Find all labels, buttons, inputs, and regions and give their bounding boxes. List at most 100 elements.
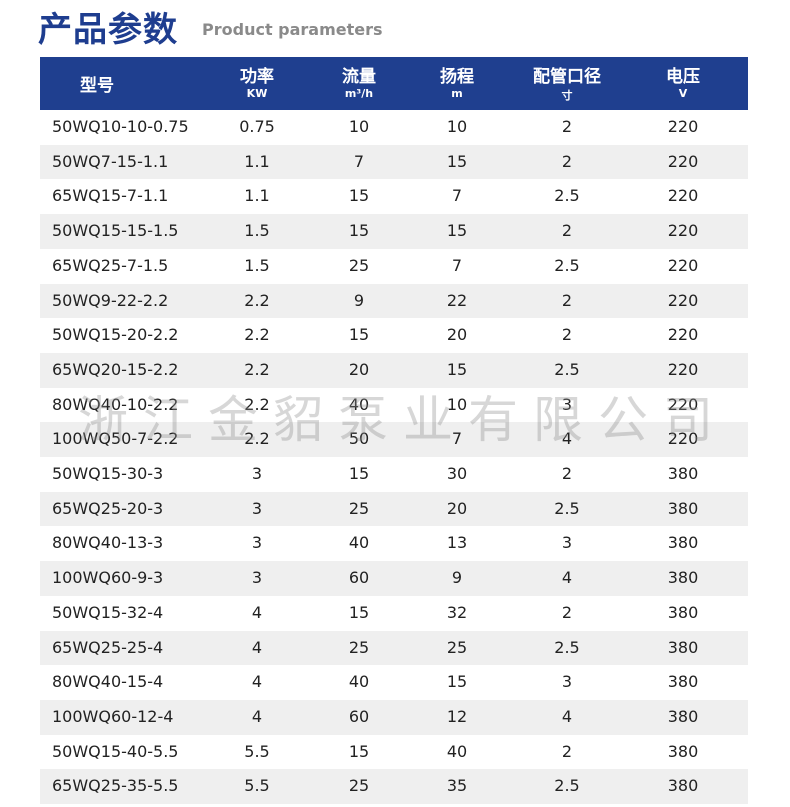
watermark: 浙江金貂泵业有限公司 (78, 391, 728, 449)
table-cell: 2 (561, 290, 573, 310)
table-cell: 380 (667, 533, 699, 553)
table-cell: 15 (348, 464, 370, 483)
model-cell: 50WQ15-30-3 (52, 464, 164, 483)
table-cell: 22 (446, 290, 468, 310)
column-unit: V (678, 87, 688, 100)
table-cell: 7 (353, 151, 365, 171)
table-cell: 15 (446, 221, 468, 241)
model-cell: 80WQ40-10-2.2 (52, 394, 179, 414)
table-cell: 4 (251, 672, 263, 692)
table-cell: 2.5 (554, 255, 580, 275)
header-band (40, 57, 748, 110)
table-cell: 220 (667, 290, 699, 310)
subtitle: Product parameters (202, 20, 383, 39)
model-cell: 50WQ15-40-5.5 (52, 741, 179, 761)
table-row (40, 491, 748, 527)
table-cell: 20 (446, 498, 468, 518)
table-cell: 2.2 (244, 325, 270, 345)
table-cell: 220 (667, 429, 699, 449)
table-cell: 3 (251, 498, 263, 518)
table-cell: 25 (348, 498, 370, 518)
table-cell: 220 (667, 255, 699, 275)
table-cell: 1.5 (244, 221, 270, 241)
table-row (40, 214, 748, 249)
table-cell: 220 (667, 325, 699, 345)
model-cell: 50WQ7-15-1.1 (52, 151, 169, 171)
table-cell: 3 (561, 394, 573, 414)
table-cell: 2.5 (554, 637, 580, 657)
table-cell: 15 (446, 672, 468, 692)
table-row (40, 630, 748, 666)
model-cell: 80WQ40-15-4 (52, 672, 164, 692)
model-cell: 65WQ25-35-5.5 (52, 776, 179, 796)
table-cell: 10 (446, 394, 468, 414)
table-cell: 40 (348, 533, 370, 553)
table-cell: 12 (446, 706, 468, 726)
table-cell: 380 (667, 776, 699, 796)
table-cell: 4 (251, 706, 263, 726)
model-cell: 65WQ25-20-3 (52, 498, 164, 518)
model-cell: 65WQ25-25-4 (52, 637, 164, 657)
table-cell: 4 (561, 568, 573, 588)
table-row (40, 769, 748, 804)
table-cell: 4 (251, 637, 263, 657)
table-cell: 2 (561, 221, 573, 241)
table-cell: 1.5 (244, 255, 270, 275)
table-cell: 2 (561, 117, 573, 136)
table-cell: 15 (348, 325, 370, 345)
table-cell: 4 (561, 429, 573, 449)
table-cell: 25 (348, 255, 370, 275)
table-cell: 15 (348, 186, 370, 206)
model-cell: 50WQ10-10-0.75 (52, 117, 189, 136)
table-cell: 220 (667, 394, 699, 414)
table-cell: 220 (667, 359, 699, 379)
model-cell: 50WQ15-15-1.5 (52, 221, 179, 241)
table-cell: 15 (446, 151, 468, 171)
column-unit: m (451, 87, 463, 100)
table-cell: 10 (348, 117, 370, 136)
table-cell: 380 (667, 464, 699, 483)
table-cell: 20 (348, 359, 370, 379)
table-cell: 40 (446, 741, 468, 761)
table-cell: 7 (451, 186, 463, 206)
column-unit: KW (246, 87, 268, 100)
table-cell: 25 (348, 776, 370, 796)
table-cell: 5.5 (244, 741, 270, 761)
table-cell: 7 (451, 255, 463, 275)
table-cell: 2.2 (244, 429, 270, 449)
title: 产品参数 (38, 10, 178, 50)
model-cell: 65WQ20-15-2.2 (52, 359, 179, 379)
table-cell: 3 (561, 672, 573, 692)
table-row (40, 699, 748, 735)
table-cell: 3 (561, 533, 573, 553)
column-header: 电压 (666, 67, 700, 87)
table-cell: 4 (251, 602, 263, 622)
table-cell: 220 (667, 221, 699, 241)
table-row (40, 561, 748, 596)
table-cell: 5.5 (244, 776, 270, 796)
table-cell: 35 (446, 776, 468, 796)
table-cell: 2 (561, 464, 573, 483)
table-cell: 4 (561, 706, 573, 726)
table-cell: 2.5 (554, 359, 580, 379)
table-cell: 0.75 (239, 117, 275, 136)
table-cell: 3 (251, 568, 263, 588)
table-cell: 60 (348, 706, 370, 726)
table-cell: 380 (667, 706, 699, 726)
table-cell: 380 (667, 498, 699, 518)
table-cell: 60 (348, 568, 370, 588)
table-cell: 15 (348, 221, 370, 241)
column-header: 配管口径 (533, 67, 601, 87)
model-cell: 100WQ60-12-4 (52, 706, 174, 726)
model-cell: 65WQ15-7-1.1 (52, 186, 169, 206)
table-cell: 10 (446, 117, 468, 136)
table-cell: 13 (446, 533, 468, 553)
table-row (40, 283, 748, 319)
table-cell: 32 (446, 602, 468, 622)
model-cell: 100WQ50-7-2.2 (52, 429, 179, 449)
model-cell: 50WQ9-22-2.2 (52, 290, 169, 310)
table-cell: 1.1 (244, 151, 270, 171)
column-header: 流量 (342, 67, 376, 87)
table-cell: 25 (446, 637, 468, 657)
